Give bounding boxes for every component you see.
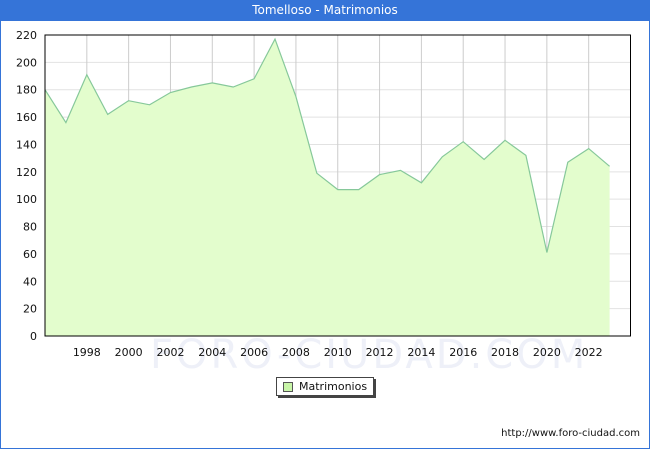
x-tick-label: 2014 bbox=[407, 346, 435, 359]
y-tick-label: 220 bbox=[16, 29, 37, 42]
y-tick-label: 80 bbox=[23, 221, 37, 234]
legend-swatch-icon bbox=[283, 382, 293, 392]
x-tick-label: 2020 bbox=[533, 346, 561, 359]
legend: Matrimonios bbox=[276, 377, 374, 396]
data-line bbox=[44, 37, 610, 253]
source-link[interactable]: http://www.foro-ciudad.com bbox=[501, 428, 640, 439]
x-axis-ticks: 1998 2000 2002 2004 2006 2008 2010 2012 2014 2016… bbox=[73, 346, 603, 359]
watermark: FORO-CIUDAD.COM bbox=[150, 332, 588, 378]
x-tick-label: 2016 bbox=[449, 346, 477, 359]
legend-label: Matrimonios bbox=[299, 380, 368, 393]
y-axis-ticks: 0 20 40 60 80 100 120 140 160 180 200 220 bbox=[16, 29, 37, 343]
data-area bbox=[45, 39, 610, 336]
y-tick-label: 40 bbox=[23, 275, 37, 288]
y-tick-label: 20 bbox=[23, 303, 37, 316]
y-tick-label: 200 bbox=[16, 56, 37, 69]
x-tick-label: 2008 bbox=[282, 346, 310, 359]
y-tick-label: 120 bbox=[16, 166, 37, 179]
y-tick-label: 0 bbox=[30, 330, 37, 343]
x-tick-label: 2004 bbox=[198, 346, 226, 359]
plot-border bbox=[44, 34, 631, 337]
x-tick-label: 1998 bbox=[73, 346, 101, 359]
y-tick-label: 60 bbox=[23, 248, 37, 261]
y-tick-label: 100 bbox=[16, 193, 37, 206]
x-tick-label: 2000 bbox=[115, 346, 143, 359]
x-tick-label: 2006 bbox=[240, 346, 268, 359]
x-tick-label: 2002 bbox=[156, 346, 184, 359]
chart-title: Tomelloso - Matrimonios bbox=[0, 0, 650, 21]
y-tick-label: 140 bbox=[16, 138, 37, 151]
x-tick-label: 2012 bbox=[366, 346, 394, 359]
y-tick-label: 160 bbox=[16, 111, 37, 124]
x-tick-label: 2022 bbox=[575, 346, 603, 359]
y-tick-label: 180 bbox=[16, 84, 37, 97]
x-tick-label: 2018 bbox=[491, 346, 519, 359]
x-tick-label: 2010 bbox=[324, 346, 352, 359]
